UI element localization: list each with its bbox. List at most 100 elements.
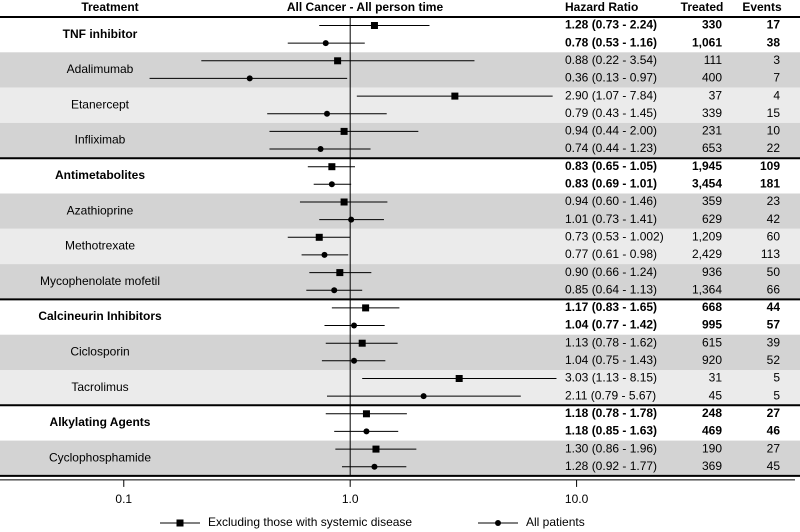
column-header: Hazard Ratio: [565, 0, 638, 14]
hr-label: 0.90 (0.66 - 1.24): [565, 265, 657, 279]
treated-count: 995: [702, 318, 722, 332]
treatment-label: Infliximab: [75, 133, 126, 147]
events-count: 23: [767, 194, 781, 208]
events-count: 5: [773, 388, 780, 402]
events-count: 50: [767, 265, 781, 279]
treated-count: 936: [702, 265, 722, 279]
events-count: 113: [761, 247, 780, 261]
legend-marker: [176, 519, 184, 527]
hr-label: 1.04 (0.75 - 1.43): [565, 353, 657, 367]
treated-count: 359: [702, 194, 722, 208]
treatment-label: Antimetabolites: [55, 168, 145, 182]
hr-marker: [370, 22, 378, 29]
hr-label: 0.83 (0.65 - 1.05): [565, 159, 657, 173]
hr-label: 1.01 (0.73 - 1.41): [565, 212, 657, 226]
events-count: 46: [767, 424, 781, 438]
row-band: [0, 228, 800, 265]
hr-label: 0.79 (0.43 - 1.45): [565, 106, 657, 120]
hr-marker: [348, 216, 355, 223]
column-header: Treated: [681, 0, 724, 14]
treated-count: 615: [702, 335, 722, 349]
treated-count: 190: [702, 441, 722, 455]
treatment-label: Tacrolimus: [71, 380, 128, 394]
row-band: [0, 370, 800, 406]
treated-count: 1,945: [692, 159, 722, 173]
hr-label: 0.88 (0.22 - 3.54): [565, 53, 657, 67]
treatment-label: Etanercept: [71, 97, 130, 111]
column-header: Events: [742, 0, 782, 14]
events-count: 57: [767, 318, 781, 332]
treated-count: 1,061: [692, 35, 722, 49]
events-count: 4: [773, 88, 780, 102]
events-count: 60: [767, 229, 781, 243]
hr-label: 1.18 (0.78 - 1.78): [565, 406, 657, 420]
hr-marker: [372, 445, 380, 453]
treated-count: 231: [702, 124, 722, 138]
treatment-label: Methotrexate: [65, 239, 135, 253]
hr-marker: [455, 375, 463, 382]
hr-marker: [340, 127, 348, 135]
treated-count: 31: [709, 371, 723, 385]
hr-label: 1.13 (0.78 - 1.62): [565, 335, 657, 349]
treated-count: 45: [709, 388, 723, 402]
hr-label: 2.11 (0.79 - 5.67): [565, 388, 656, 402]
hr-marker: [351, 322, 358, 329]
hr-label: 1.28 (0.92 - 1.77): [565, 459, 657, 473]
hr-marker: [246, 75, 253, 82]
hr-marker: [324, 110, 331, 117]
events-count: 52: [767, 353, 781, 367]
row-band: [0, 299, 800, 335]
treated-count: 111: [704, 53, 723, 67]
hr-label: 1.17 (0.83 - 1.65): [565, 300, 657, 314]
hr-marker: [451, 92, 459, 100]
hr-label: 1.28 (0.73 - 2.24): [565, 18, 657, 32]
x-tick-label: 10.0: [565, 492, 589, 506]
hr-marker: [420, 393, 427, 400]
hr-label: 0.36 (0.13 - 0.97): [565, 71, 657, 85]
column-header: All Cancer - All person time: [287, 0, 444, 14]
treatment-label: Ciclosporin: [70, 345, 129, 359]
events-count: 22: [767, 141, 781, 155]
hr-marker: [321, 251, 328, 258]
legend-label: Excluding those with systemic disease: [208, 515, 412, 529]
hr-marker: [351, 357, 358, 364]
events-count: 27: [767, 441, 781, 455]
treated-count: 330: [702, 18, 722, 32]
treatment-label: Cyclophosphamide: [49, 450, 151, 464]
events-count: 10: [767, 124, 781, 138]
events-count: 66: [767, 282, 781, 296]
hr-label: 0.85 (0.64 - 1.13): [565, 282, 657, 296]
row-band: [0, 405, 800, 441]
hr-marker: [315, 233, 323, 241]
x-tick-label: 1.0: [342, 492, 359, 506]
treated-count: 920: [702, 353, 722, 367]
treated-count: 1,209: [692, 229, 722, 243]
events-count: 42: [767, 212, 781, 226]
hr-label: 0.73 (0.53 - 1.002): [565, 229, 664, 243]
treated-count: 37: [709, 88, 723, 102]
hr-marker: [371, 463, 378, 470]
hr-label: 2.90 (1.07 - 7.84): [565, 88, 657, 102]
events-count: 5: [773, 371, 780, 385]
hr-label: 0.74 (0.44 - 1.23): [565, 141, 657, 155]
row-band: [0, 87, 800, 123]
hr-label: 1.04 (0.77 - 1.42): [565, 318, 657, 332]
hr-marker: [322, 40, 329, 47]
treatment-label: Adalimumab: [67, 62, 134, 76]
hr-marker: [328, 163, 336, 171]
row-band: [0, 193, 800, 229]
hr-marker: [317, 146, 324, 152]
treated-count: 2,429: [692, 247, 722, 261]
treated-count: 469: [702, 424, 722, 438]
hr-marker: [331, 287, 338, 294]
events-count: 7: [773, 71, 780, 85]
treated-count: 1,364: [692, 282, 722, 296]
events-count: 38: [767, 35, 781, 49]
hr-marker: [362, 304, 370, 312]
row-band: [0, 17, 800, 53]
events-count: 15: [767, 106, 781, 120]
hr-label: 0.94 (0.44 - 2.00): [565, 124, 657, 138]
column-header: Treatment: [81, 0, 138, 14]
events-count: 3: [773, 53, 780, 67]
